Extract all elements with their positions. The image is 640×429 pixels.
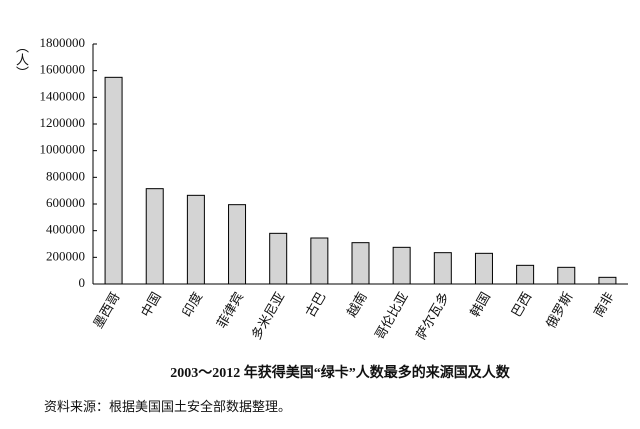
- bar: [516, 264, 535, 285]
- x-tick-label: 韩国: [467, 289, 493, 319]
- bar: [351, 242, 370, 285]
- x-tick-label: 哥伦比亚: [372, 289, 411, 342]
- bar: [474, 252, 493, 285]
- bar: [392, 246, 411, 285]
- y-tick-label: 200000: [46, 248, 85, 263]
- bar: [145, 188, 164, 285]
- y-axis-label: （人）: [14, 40, 29, 79]
- y-tick-label: 800000: [46, 168, 85, 183]
- chart-title: 2003～2012 年获得美国“绿卡”人数最多的来源国及人数: [170, 364, 510, 381]
- y-tick-label: 400000: [46, 222, 85, 237]
- bar: [104, 76, 123, 285]
- x-tick-label: 俄罗斯: [543, 289, 575, 330]
- bar: [269, 232, 288, 285]
- y-tick-label: 1800000: [40, 35, 86, 50]
- x-tick-label: 南非: [591, 289, 617, 319]
- x-tick-label: 古巴: [303, 289, 329, 319]
- bar: [598, 276, 617, 285]
- y-tick-label: 1600000: [40, 62, 86, 77]
- x-tick-label: 墨西哥: [90, 289, 122, 330]
- bar: [310, 237, 329, 285]
- x-tick-label: 越南: [344, 289, 370, 319]
- x-tick-label: 菲律宾: [214, 289, 246, 330]
- source-note: 资料来源：根据美国国土安全部数据整理。: [44, 399, 291, 414]
- bar: [186, 194, 205, 285]
- x-tick-label: 印度: [179, 289, 205, 319]
- bar: [557, 266, 576, 285]
- x-tick-label: 多米尼亚: [248, 289, 287, 342]
- x-tick-label: 中国: [138, 289, 164, 319]
- y-tick-label: 1400000: [40, 88, 86, 103]
- y-tick-label: 600000: [46, 195, 85, 210]
- x-tick-label: 萨尔瓦多: [413, 289, 452, 342]
- y-tick-label: 1000000: [40, 142, 86, 157]
- bar: [228, 204, 247, 285]
- y-tick-label: 0: [79, 275, 86, 290]
- bar: [433, 252, 452, 285]
- x-tick-label: 巴西: [508, 289, 534, 319]
- y-tick-label: 1200000: [40, 115, 86, 130]
